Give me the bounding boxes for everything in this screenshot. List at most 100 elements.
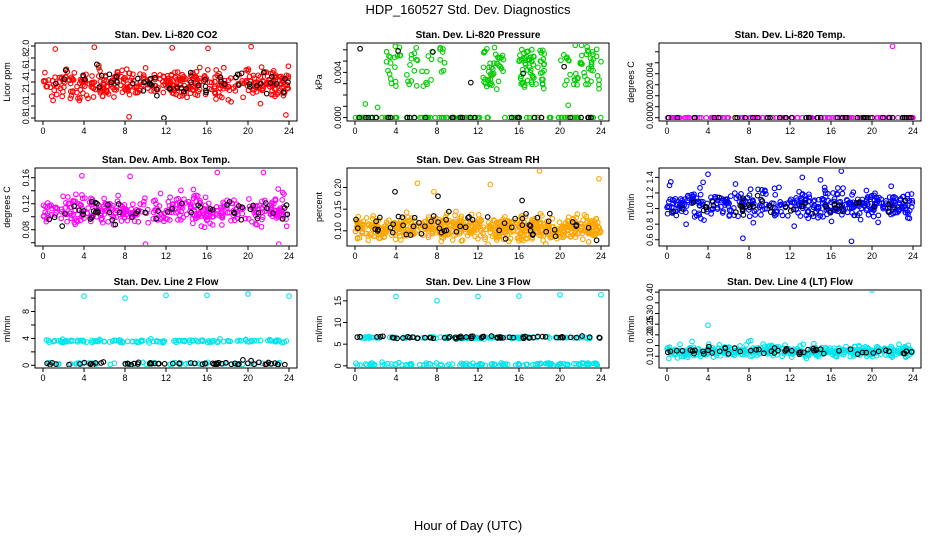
data-point [564,227,570,234]
data-point [546,210,553,217]
data-point [541,67,547,74]
data-point [179,200,185,207]
data-point [137,71,143,77]
data-point [235,203,242,209]
x-tick-label: 8 [122,126,127,136]
data-point [518,236,524,243]
data-point [573,222,580,228]
data-point [62,205,69,211]
data-point [588,64,595,70]
data-point [836,347,842,354]
data-point [172,69,178,76]
data-point [403,229,409,235]
data-point [157,190,164,197]
data-point [493,86,500,92]
data-point [828,218,835,225]
data-point [124,85,131,92]
data-points [664,169,916,245]
x-tick-label: 8 [746,126,751,136]
data-point [750,219,757,226]
data-point [80,72,86,79]
x-tick-label: 8 [434,373,439,383]
data-point [283,112,289,118]
data-point [691,191,697,198]
data-point [581,69,587,76]
data-point [776,184,782,191]
data-point [99,93,106,99]
data-point [516,362,523,367]
data-point [701,351,707,357]
data-point [77,337,84,344]
data-point [113,214,120,220]
y-tick-label: 0.8 [21,112,31,125]
data-point [836,199,842,206]
y-axis: 0.81.01.21.41.61.82.0 [21,40,35,125]
data-point [491,60,497,66]
data-point [58,206,65,213]
data-point [49,205,55,212]
data-point [561,227,567,233]
data-point [94,208,101,215]
panel-title: Stan. Dev. Gas Stream RH [416,155,539,166]
series-subset [44,357,288,367]
data-point [758,212,764,218]
data-point [723,196,729,203]
x-tick-label: 4 [81,126,86,136]
data-point [710,202,717,209]
data-point [246,81,253,87]
data-point [405,214,411,221]
x-tick-label: 16 [514,126,524,136]
data-point [847,346,854,353]
data-point [480,49,487,56]
data-point [243,77,250,84]
data-point [889,354,896,360]
data-point [475,223,482,230]
data-point [496,54,502,61]
x-tick-label: 0 [40,126,45,136]
data-point [51,87,58,94]
data-point [94,200,100,207]
data-point [690,193,697,200]
data-point [220,338,227,345]
data-point [910,114,916,120]
data-point [397,52,404,59]
data-point [359,114,366,120]
data-point [573,334,580,341]
data-point [573,114,579,120]
data-point [252,221,259,227]
data-point [228,217,234,224]
panel-stan-dev-line-3-flow: Stan. Dev. Line 3 Flow 0 4 8 12 16 20 24 0 5 10 15 m… [314,277,610,383]
data-point [564,361,571,367]
data-point [732,114,739,120]
data-point [353,216,359,223]
data-point [181,196,187,203]
data-point [186,85,192,91]
y-tick-label: 0.000 [333,106,343,129]
data-point [667,196,674,203]
data-point [745,202,752,208]
data-point [159,338,166,345]
data-point [228,98,234,105]
data-point [493,237,500,243]
x-tick-label: 0 [352,251,357,261]
data-point [190,186,197,193]
data-point [186,339,193,346]
data-point [60,193,66,200]
data-point [251,361,257,367]
data-point [253,209,260,216]
data-point [195,202,202,209]
data-point [864,344,871,351]
data-point [697,185,703,191]
data-point [387,60,394,66]
data-point [147,75,154,82]
data-point [201,224,208,231]
data-point [585,224,592,231]
data-point [106,339,113,345]
data-point [90,94,97,100]
y-tick-label: 0.20 [333,179,343,197]
data-point [79,172,85,179]
data-point [100,80,107,86]
data-point [193,192,199,199]
data-point [464,232,471,239]
